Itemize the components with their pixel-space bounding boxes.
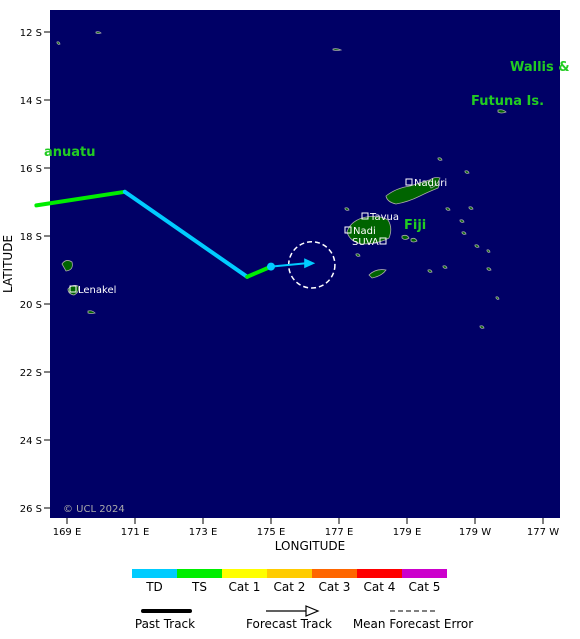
current-position-marker (267, 262, 275, 271)
land-masses (56, 31, 507, 329)
place-label-lenakel: Lenakel (78, 285, 116, 296)
category-swatch (132, 569, 177, 578)
place-label-tavua: Tavua (369, 212, 399, 223)
region-label-vanuatu: anuatu (44, 145, 96, 160)
nadi-marker (344, 226, 352, 234)
place-label-suva: SUVA (352, 237, 379, 248)
viti-levu-island (346, 216, 392, 245)
category-swatch (222, 569, 267, 578)
lon-tick-label: 179 W (459, 527, 491, 538)
place-markers: Naduri Tavua Nadi SUVA Lenakel (69, 178, 447, 296)
latitude-axis: 12 S 14 S 16 S 18 S 20 S 22 S 24 S 26 S (20, 28, 50, 515)
lon-tick-label: 171 E (121, 527, 150, 538)
category-swatch (402, 569, 447, 578)
category-label: Cat 2 (274, 580, 306, 594)
forecast-track-line (270, 262, 307, 268)
past-track-segment (34, 189, 127, 208)
category-label: Cat 3 (319, 580, 351, 594)
lat-tick-label: 26 S (20, 504, 42, 515)
region-label-futuna: Futuna Is. (471, 94, 544, 109)
lat-tick-label: 18 S (20, 232, 42, 243)
longitude-axis: 169 E 171 E 173 E 175 E 177 E 179 E 179 W 177 W (53, 518, 559, 538)
region-label-fiji: Fiji (404, 218, 426, 233)
taveuni-island (427, 177, 441, 189)
islets (56, 31, 507, 329)
lat-tick-label: 14 S (20, 96, 42, 107)
lat-tick-label: 24 S (20, 436, 42, 447)
lon-tick-label: 177 W (527, 527, 559, 538)
lat-tick-label: 20 S (20, 300, 42, 311)
place-label-naduri: Naduri (414, 178, 447, 189)
erromango-island (61, 260, 73, 272)
category-swatch (177, 569, 222, 578)
region-labels: Wallis & Futuna Is. anuatu Fiji (44, 60, 570, 233)
forecast-track-label: Forecast Track (246, 617, 332, 631)
lat-tick-label: 16 S (20, 164, 42, 175)
past-track-label: Past Track (135, 617, 195, 631)
lat-tick-label: 12 S (20, 28, 42, 39)
category-swatch (267, 569, 312, 578)
category-swatch (357, 569, 402, 578)
forecast-arrowhead-icon (304, 258, 316, 269)
vanua-levu-island (385, 177, 440, 205)
kadavu-island (368, 269, 387, 279)
lon-tick-label: 177 E (325, 527, 354, 538)
lat-tick-label: 22 S (20, 368, 42, 379)
category-label: Cat 1 (229, 580, 261, 594)
mean-error-label: Mean Forecast Error (353, 617, 473, 631)
lon-tick-label: 175 E (257, 527, 286, 538)
track-type-legend: Past Track Forecast Track Mean Forecast … (135, 605, 473, 631)
copyright-label: © UCL 2024 (63, 504, 125, 515)
category-label: Cat 5 (409, 580, 441, 594)
category-legend: TD TS Cat 1 Cat 2 Cat 3 Cat 4 Cat 5 (132, 569, 447, 594)
category-label: Cat 4 (364, 580, 396, 594)
naduri-marker (405, 178, 413, 186)
past-track-segment (122, 189, 250, 279)
lon-tick-label: 179 E (393, 527, 422, 538)
category-label: TD (145, 580, 163, 594)
region-label-wallis: Wallis & (510, 60, 570, 75)
past-track-segment (245, 264, 273, 279)
lon-tick-label: 173 E (189, 527, 218, 538)
category-swatch (312, 569, 357, 578)
category-label: TS (191, 580, 207, 594)
y-axis-title: LATITUDE (1, 235, 15, 293)
suva-marker (379, 237, 387, 245)
place-label-nadi: Nadi (353, 226, 376, 237)
tavua-marker (361, 212, 369, 220)
lon-tick-label: 169 E (53, 527, 82, 538)
forecast-arrow-icon (305, 605, 320, 617)
x-axis-title: LONGITUDE (275, 539, 345, 553)
storm-track (34, 189, 336, 289)
lenakel-marker (69, 285, 77, 293)
